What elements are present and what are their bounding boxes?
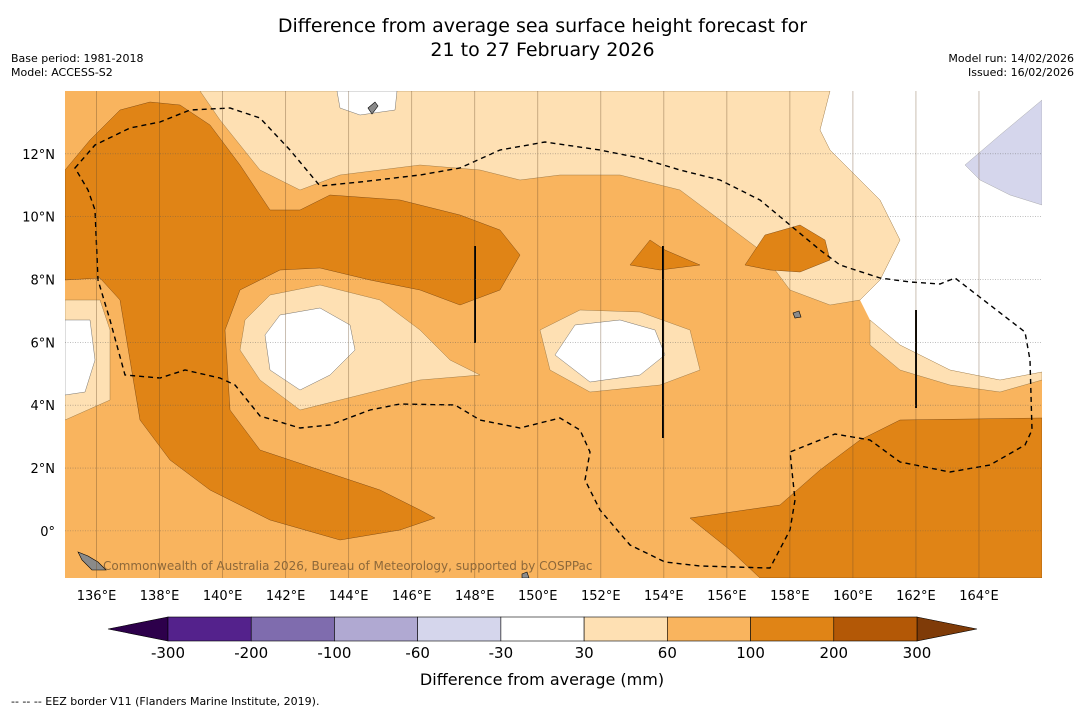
x-tick-label: 140°E bbox=[203, 589, 243, 604]
x-tick-label: 156°E bbox=[707, 589, 747, 604]
x-tick-label: 154°E bbox=[644, 589, 684, 604]
contour-neutral-hole-central bbox=[264, 307, 356, 391]
x-tick-label: 158°E bbox=[770, 589, 810, 604]
contour-neutral-hole-west bbox=[65, 319, 96, 396]
y-tick-label: 10°N bbox=[22, 211, 55, 226]
eez-footnote: -- -- -- EEZ border V11 (Flanders Marine… bbox=[11, 695, 320, 708]
colorbar-label: Difference from average (mm) bbox=[420, 670, 664, 689]
x-tick-label: 138°E bbox=[140, 589, 180, 604]
colorbar-tick-label: 200 bbox=[819, 644, 848, 662]
colorbar-segment bbox=[833, 616, 918, 642]
colorbar-tick-label: -200 bbox=[234, 644, 268, 662]
x-tick-label: 136°E bbox=[77, 589, 117, 604]
contour-100-200-region-southeast bbox=[689, 417, 1042, 578]
x-tick-label: 164°E bbox=[959, 589, 999, 604]
colorbar-segment bbox=[167, 616, 252, 642]
colorbar-tick-label: -100 bbox=[317, 644, 351, 662]
y-tick-label: 0° bbox=[40, 525, 55, 540]
model-label: Model: ACCESS-S2 bbox=[11, 66, 113, 79]
issued-label: Issued: 16/02/2026 bbox=[967, 66, 1074, 79]
model-run-label: Model run: 14/02/2026 bbox=[948, 52, 1074, 65]
chart-title-line-1: Difference from average sea surface heig… bbox=[277, 15, 808, 37]
contour-100-200-blob-central bbox=[629, 239, 701, 271]
colorbar-tick-label: -30 bbox=[489, 644, 514, 662]
colorbar-over-arrow bbox=[916, 616, 978, 642]
contour-neutral-hole-north bbox=[336, 91, 398, 116]
y-axis-ticks: 12°N 10°N 8°N 6°N 4°N 2°N 0° bbox=[22, 148, 55, 540]
colorbar-tick-label: 300 bbox=[903, 644, 932, 662]
y-tick-label: 12°N bbox=[22, 148, 55, 163]
island-southwest bbox=[77, 551, 107, 571]
colorbar-tick-label: -300 bbox=[151, 644, 185, 662]
colorbar-segment bbox=[417, 616, 502, 642]
island-north bbox=[367, 101, 379, 115]
x-tick-label: 142°E bbox=[266, 589, 306, 604]
x-tick-label: 162°E bbox=[896, 589, 936, 604]
colorbar-tick-label: 30 bbox=[575, 644, 594, 662]
x-tick-label: 148°E bbox=[455, 589, 495, 604]
copyright-note: Commonwealth of Australia 2026, Bureau o… bbox=[103, 559, 593, 573]
island-south bbox=[521, 571, 530, 578]
colorbar-segment bbox=[250, 616, 335, 642]
contour-100-200-blob-east bbox=[744, 224, 831, 273]
base-period-label: Base period: 1981-2018 bbox=[11, 52, 144, 65]
colorbar-segment bbox=[500, 616, 585, 642]
colorbar-segment bbox=[667, 616, 751, 642]
eez-border-palau-fsm bbox=[74, 107, 1033, 569]
island-east bbox=[792, 310, 802, 319]
colorbar: -300 -200 -100 -60 -30 30 60 100 200 300 bbox=[107, 616, 978, 662]
y-tick-label: 6°N bbox=[31, 336, 56, 351]
x-tick-label: 152°E bbox=[581, 589, 621, 604]
x-tick-label: 144°E bbox=[329, 589, 369, 604]
colorbar-tick-label: 100 bbox=[736, 644, 765, 662]
chart-title-line-2: 21 to 27 February 2026 bbox=[430, 39, 655, 61]
colorbar-segment bbox=[334, 616, 418, 642]
y-tick-label: 2°N bbox=[31, 462, 56, 477]
x-axis-ticks: 136°E 138°E 140°E 142°E 144°E 146°E 148°E 150°E… bbox=[77, 589, 999, 604]
y-tick-label: 8°N bbox=[31, 274, 56, 289]
contour-30-60-band-east bbox=[869, 319, 1042, 393]
x-tick-label: 160°E bbox=[833, 589, 873, 604]
colorbar-tick-label: -60 bbox=[405, 644, 430, 662]
contour-30-60-band-north bbox=[199, 91, 901, 306]
colorbar-segment bbox=[750, 616, 835, 642]
colorbar-tick-label: 60 bbox=[658, 644, 677, 662]
colorbar-segment bbox=[583, 616, 668, 642]
y-tick-label: 4°N bbox=[31, 399, 56, 414]
map-plot-area: Commonwealth of Australia 2026, Bureau o… bbox=[65, 91, 1042, 578]
colorbar-under-arrow bbox=[107, 616, 169, 642]
x-tick-label: 146°E bbox=[392, 589, 432, 604]
map-gridlines bbox=[65, 91, 1042, 578]
contour-100-200-band-west bbox=[65, 101, 521, 541]
contour-minus60-region bbox=[964, 99, 1042, 206]
x-tick-label: 150°E bbox=[518, 589, 558, 604]
